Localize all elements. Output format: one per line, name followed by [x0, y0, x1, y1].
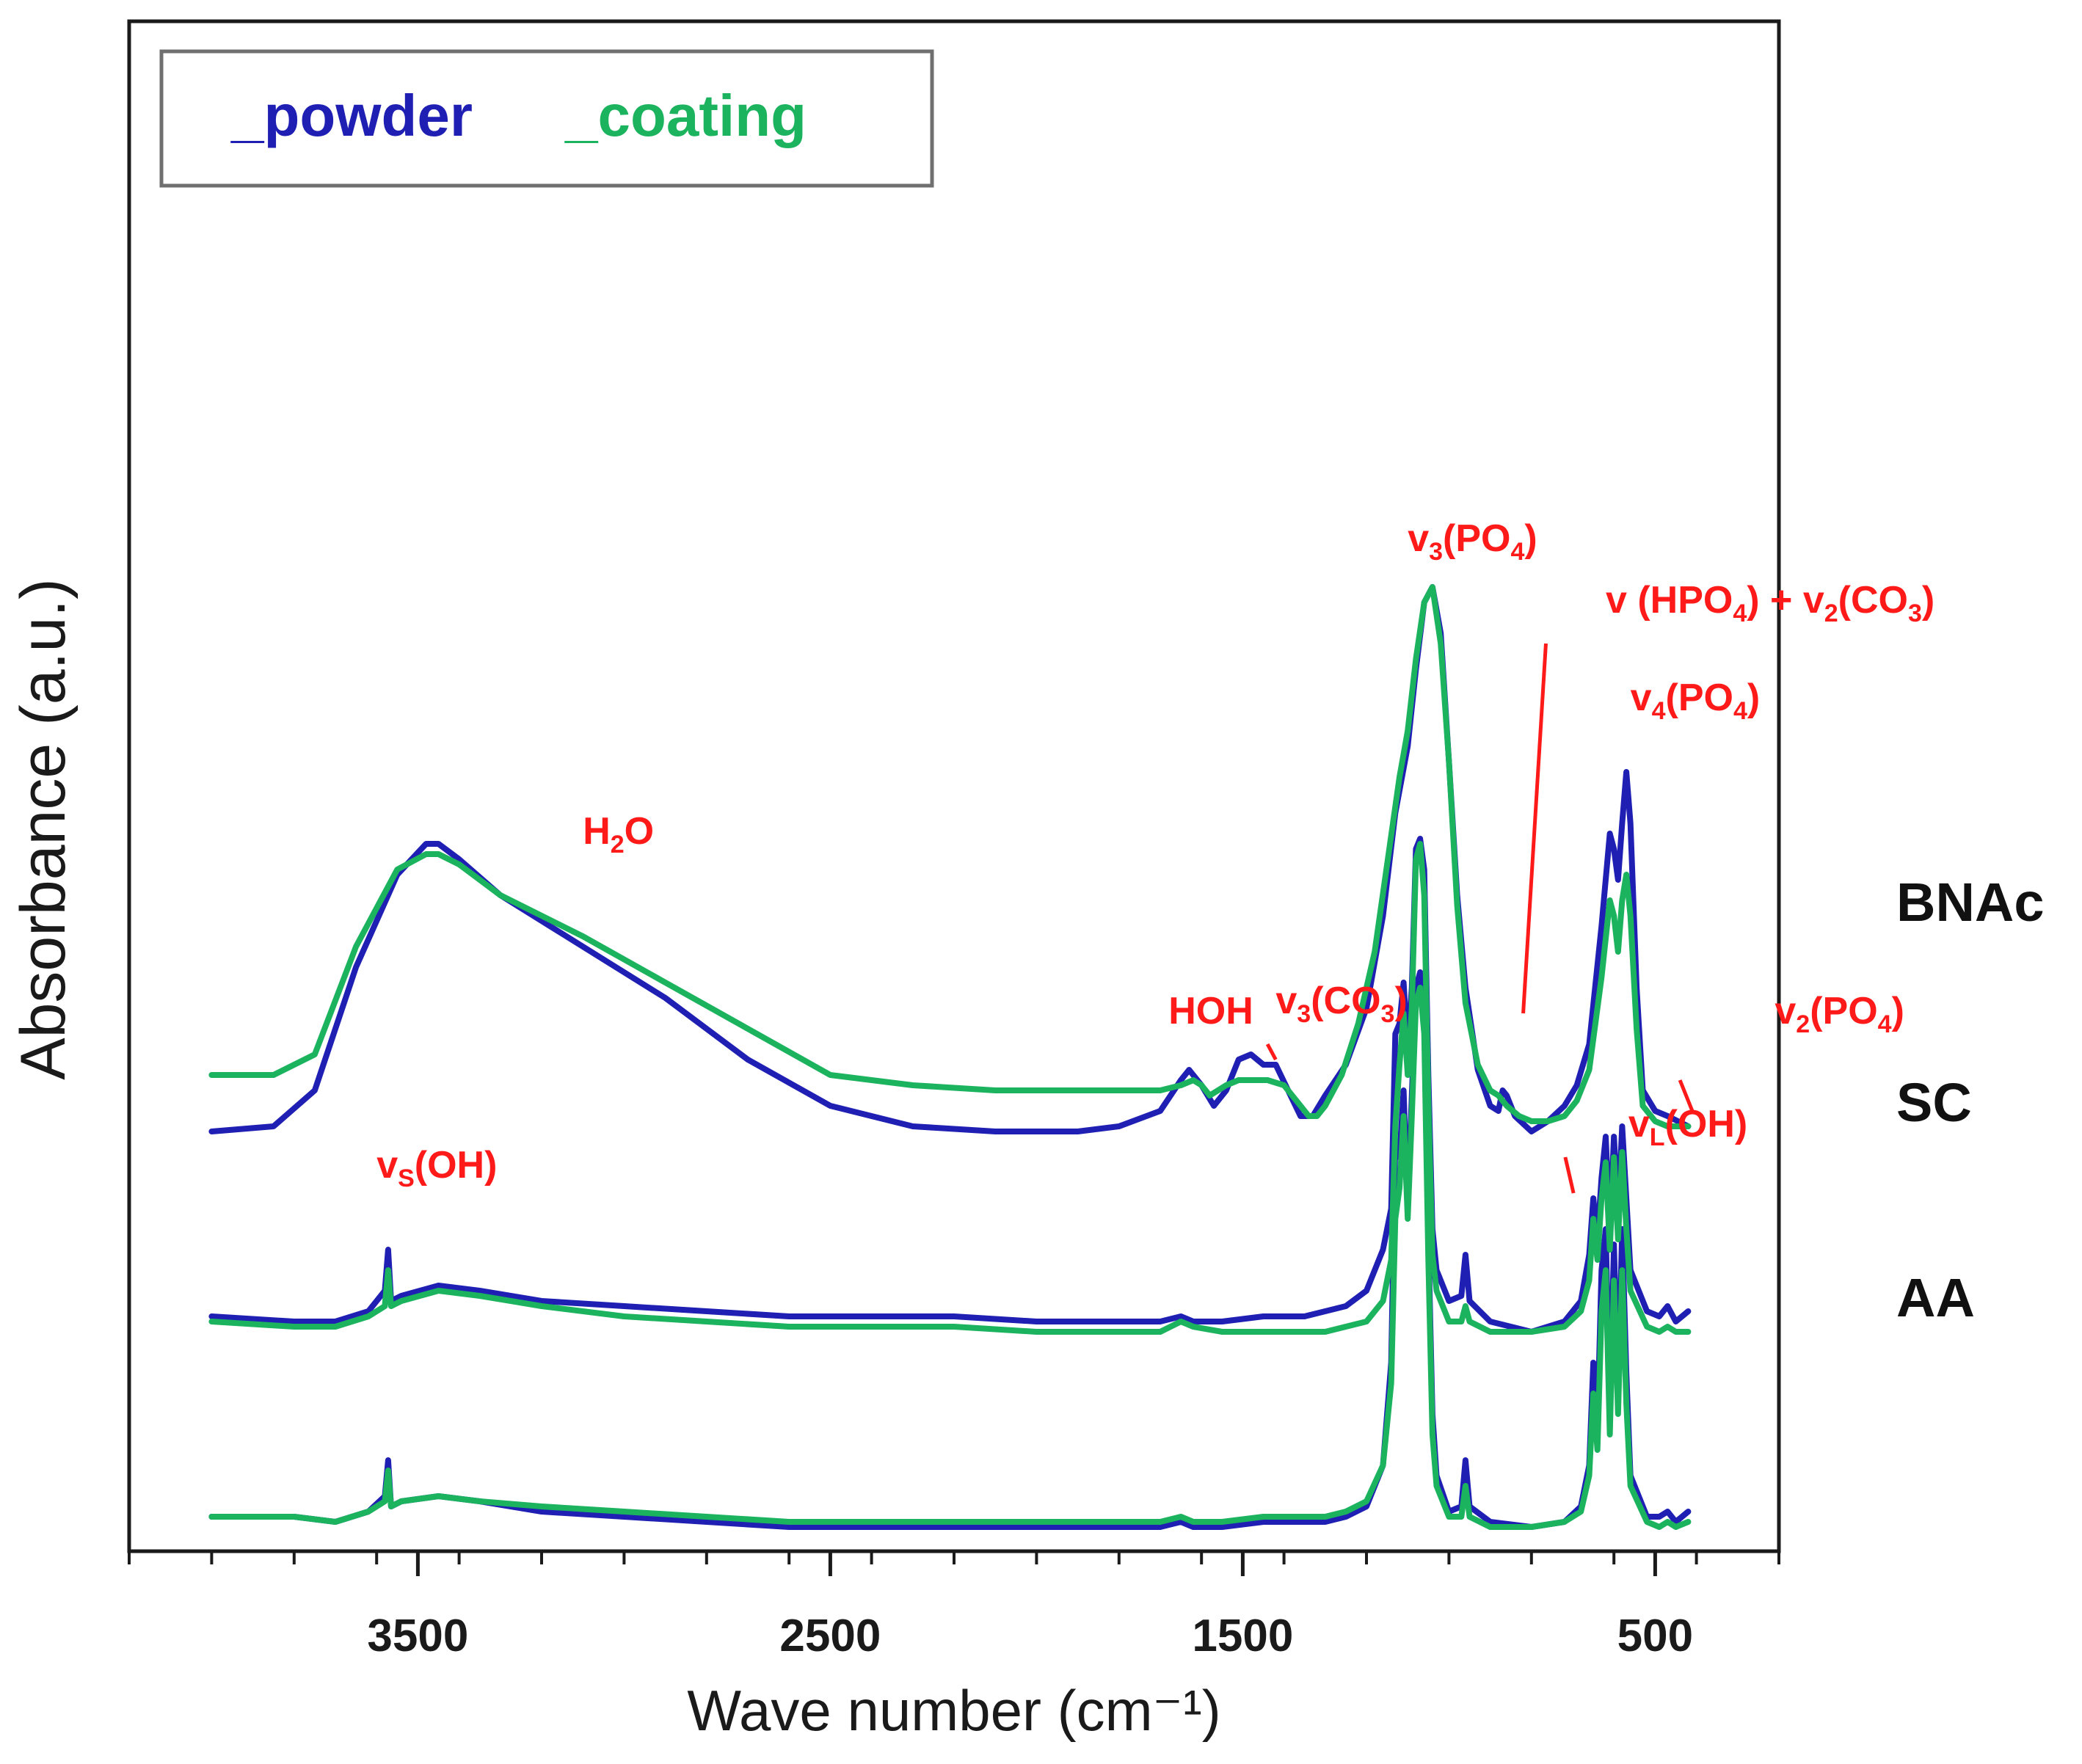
annotation-vsoh-part: (OH) — [415, 1144, 498, 1187]
annotation-vhpo4-part: 3 — [1908, 599, 1922, 627]
sample-label-bnac: BNAc — [1896, 872, 2044, 933]
sample-label-sc: SC — [1896, 1072, 1972, 1133]
annotation-v3co3-part: ) — [1394, 980, 1407, 1022]
series-sc-coating — [208, 841, 1692, 1335]
annotation-vloh-part: (OH) — [1665, 1103, 1748, 1145]
series-bnac-powder — [208, 584, 1692, 1134]
series-aa-powder — [208, 969, 1692, 1530]
annotation-v4po4-part: v — [1631, 677, 1652, 719]
annotation-vsoh: vS(OH) — [376, 1144, 497, 1192]
annotation-vhpo4-part: 2 — [1824, 599, 1838, 627]
annotation-v4po4-part: ) — [1747, 677, 1760, 719]
annotation-v4po4: v4(PO4) — [1631, 677, 1761, 725]
annotation-v2po4-part: ) — [1892, 990, 1904, 1032]
plot-frame — [127, 19, 1781, 1553]
sample-label-layer: BNAc SC AA — [1896, 872, 2044, 1328]
annotation-v3co3-part: v — [1275, 980, 1297, 1022]
annotation-v3po4-part: 4 — [1510, 538, 1524, 566]
annotation-vsoh-part: S — [398, 1165, 415, 1192]
x-tick-label: 3500 — [367, 1611, 468, 1661]
annotation-v2po4: v2(PO4) — [1775, 990, 1904, 1038]
annotation-v4po4-part: 4 — [1652, 697, 1666, 725]
annotation-vhpo4-leader — [1521, 643, 1548, 1014]
series-bnac-coating — [208, 584, 1692, 1129]
legend: _powder _coating — [159, 49, 934, 188]
x-axis-title: Wave number (cm⁻¹) — [687, 1678, 1220, 1743]
annotation-vhpo4-part: ) + v — [1747, 579, 1824, 622]
legend-entry-coating: _coating — [564, 83, 807, 148]
sample-label-aa: AA — [1896, 1267, 1975, 1328]
annotation-v3po4-part: ) — [1524, 517, 1537, 560]
annotation-vloh: vL(OH) — [1628, 1103, 1747, 1151]
legend-box — [159, 49, 934, 188]
annotation-v3po4-part: (PO — [1443, 517, 1510, 560]
y-axis-title: Absorbance (a.u.) — [8, 578, 79, 1080]
annotation-v2po4-part: (PO — [1810, 990, 1877, 1032]
annotation-v4po4-part: 4 — [1733, 697, 1747, 725]
x-tick-label: 1500 — [1192, 1611, 1293, 1661]
annotation-v3po4: v3(PO4) — [1408, 517, 1537, 566]
annotation-vhpo4-part: 4 — [1733, 599, 1747, 627]
annotation-hoh: HOH — [1168, 990, 1253, 1032]
x-axis: 3500 2500 1500 500 — [128, 1551, 1780, 1661]
annotation-v3po4-part: 3 — [1429, 538, 1443, 566]
legend-entry-powder: _powder — [230, 83, 473, 148]
annotation-vloh-part: L — [1650, 1123, 1665, 1151]
annotation-vhpo4: v (HPO4) + v2(CO3) — [1606, 579, 1934, 627]
annotation-vloh-part: v — [1628, 1103, 1650, 1145]
series-layer — [208, 584, 1692, 1530]
annotation-v4po4-part: (PO — [1666, 677, 1733, 719]
annotation-v3co3-part: 3 — [1381, 1000, 1395, 1028]
x-tick-label: 2500 — [779, 1611, 881, 1661]
annotation-v2po4-part: v — [1775, 990, 1796, 1032]
annotation-v3co3: v3(CO3) — [1275, 980, 1407, 1028]
annotation-vhpo4-part: ) — [1922, 579, 1934, 622]
annotation-v2po4-leader — [1678, 1079, 1695, 1112]
annotation-vhpo4-part: v (HPO — [1606, 579, 1733, 622]
series-aa-coating — [208, 985, 1692, 1530]
annotation-vloh-leader — [1563, 1156, 1576, 1194]
annotation-v2po4-part: 4 — [1878, 1010, 1892, 1038]
x-tick-label: 500 — [1617, 1611, 1693, 1661]
annotation-h2o-part: O — [625, 810, 654, 853]
annotation-h2o: H2O — [583, 810, 654, 859]
annotation-v3po4-part: v — [1408, 517, 1429, 560]
annotation-vhpo4-part: (CO — [1838, 579, 1908, 622]
annotation-h2o-part: 2 — [611, 831, 625, 859]
annotation-v2po4-part: 2 — [1796, 1010, 1810, 1038]
annotation-vsoh-part: v — [376, 1144, 398, 1187]
annotation-v3co3-part: (CO — [1311, 980, 1380, 1022]
annotation-h2o-part: H — [583, 810, 611, 853]
annotation-v3co3-part: 3 — [1297, 1000, 1311, 1028]
annotation-hoh-part: HOH — [1168, 990, 1253, 1032]
annotation-v3co3-leader — [1265, 1043, 1278, 1061]
